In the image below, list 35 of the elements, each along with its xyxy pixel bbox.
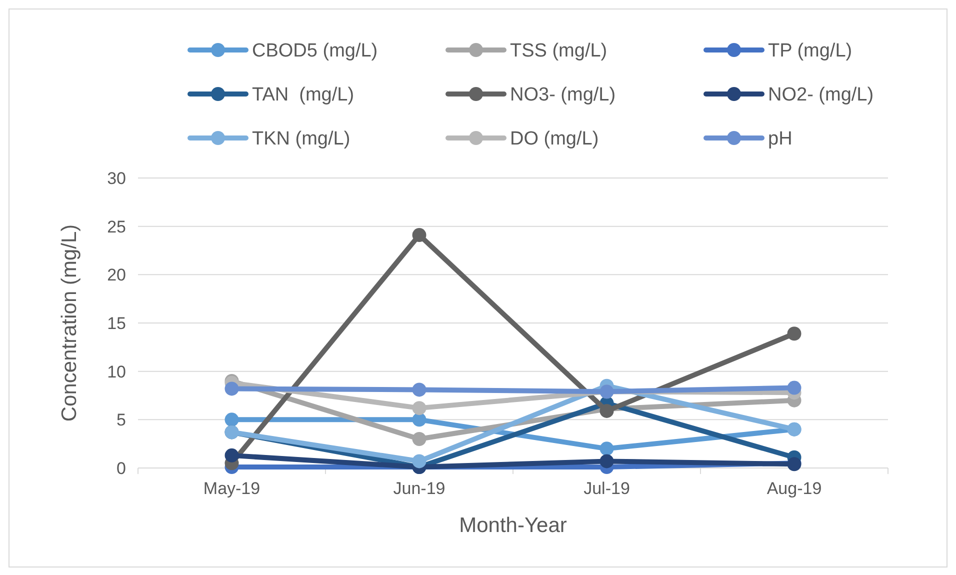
y-axis-title: Concentration (mg/L) bbox=[58, 224, 81, 422]
point bbox=[412, 454, 426, 468]
legend-label: NO3- (mg/L) bbox=[510, 84, 616, 106]
point bbox=[224, 448, 239, 462]
point bbox=[412, 382, 426, 397]
legend-label: TP (mg/L) bbox=[768, 40, 852, 62]
legend-label: TKN (mg/L) bbox=[252, 128, 350, 150]
point bbox=[412, 412, 426, 427]
point bbox=[600, 442, 614, 456]
x-tick-label: Jun-19 bbox=[393, 479, 446, 498]
legend-label: TAN (mg/L) bbox=[252, 84, 354, 106]
y-tick-label: 0 bbox=[116, 458, 126, 478]
x-axis-title: Month-Year bbox=[459, 514, 567, 537]
y-tick-label: 5 bbox=[116, 410, 126, 430]
x-tick-label: Aug-19 bbox=[766, 479, 822, 498]
x-tick-label: Jul-19 bbox=[584, 479, 630, 498]
point bbox=[412, 228, 426, 242]
legend-label: TSS (mg/L) bbox=[510, 40, 608, 62]
y-tick-label: 10 bbox=[107, 362, 126, 382]
y-tick-label: 15 bbox=[107, 314, 126, 333]
point bbox=[412, 401, 426, 416]
y-tick-label: 25 bbox=[107, 217, 126, 236]
legend-label: DO (mg/L) bbox=[510, 128, 599, 150]
point bbox=[787, 380, 802, 395]
legend-label: NO2- (mg/L) bbox=[768, 84, 874, 106]
point bbox=[224, 382, 239, 396]
point bbox=[224, 412, 239, 427]
point bbox=[787, 326, 802, 341]
x-tick-label: May-19 bbox=[203, 479, 260, 498]
legend-label: CBOD5 (mg/L) bbox=[252, 40, 378, 62]
point bbox=[600, 454, 614, 468]
y-tick-label: 30 bbox=[107, 168, 126, 188]
point bbox=[412, 432, 426, 446]
legend-label: pH bbox=[768, 128, 792, 150]
y-tick-label: 20 bbox=[107, 266, 126, 285]
